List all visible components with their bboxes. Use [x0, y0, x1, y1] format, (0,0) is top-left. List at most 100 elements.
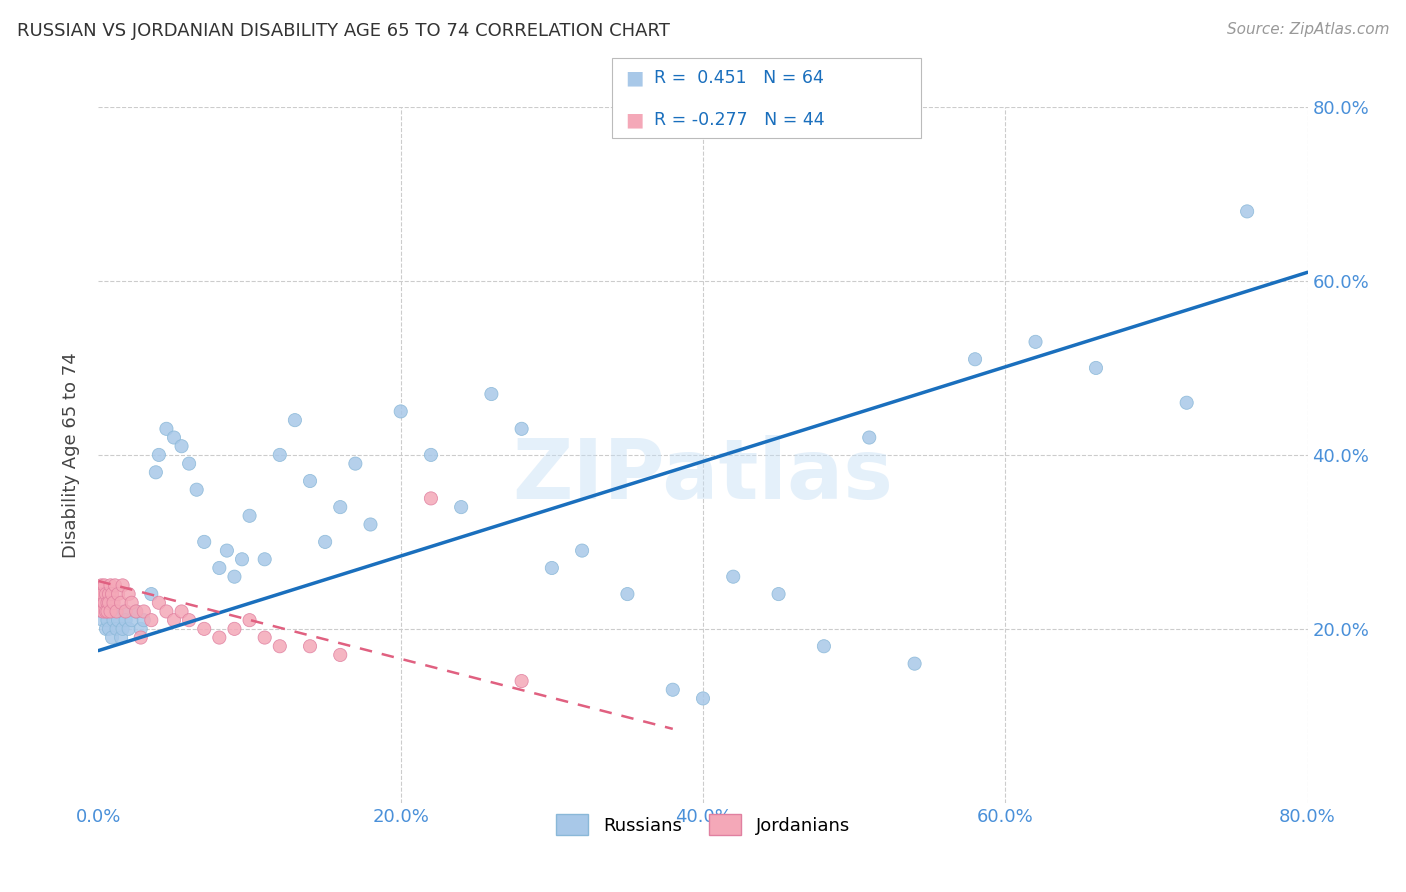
Point: [98, 622, 121, 636]
Point: [1175, 395, 1198, 409]
Point: [118, 622, 141, 636]
Point: [314, 534, 336, 549]
Point: [145, 466, 167, 480]
Point: [89, 587, 111, 601]
Point: [125, 605, 148, 619]
Point: [299, 474, 322, 488]
Point: [89, 591, 111, 606]
Point: [253, 631, 276, 645]
Text: ■: ■: [626, 111, 644, 130]
Point: [118, 587, 141, 601]
Point: [105, 622, 128, 636]
Point: [90, 596, 112, 610]
Point: [114, 613, 136, 627]
Legend: Russians, Jordanians: Russians, Jordanians: [548, 807, 858, 842]
Text: ■: ■: [626, 68, 644, 87]
Point: [360, 517, 382, 532]
Point: [215, 543, 238, 558]
Point: [141, 587, 163, 601]
Point: [132, 605, 155, 619]
Text: Source: ZipAtlas.com: Source: ZipAtlas.com: [1226, 22, 1389, 37]
Point: [170, 605, 193, 619]
Point: [110, 631, 132, 645]
Point: [101, 631, 124, 645]
Point: [91, 587, 114, 601]
Point: [170, 439, 193, 453]
Point: [93, 596, 115, 610]
Point: [93, 578, 115, 592]
Point: [163, 613, 186, 627]
Point: [723, 570, 745, 584]
Point: [420, 491, 443, 506]
Point: [510, 674, 533, 689]
Point: [111, 622, 134, 636]
Point: [269, 448, 291, 462]
Point: [141, 613, 163, 627]
Point: [129, 631, 152, 645]
Point: [269, 639, 291, 653]
Point: [329, 500, 352, 514]
Point: [965, 352, 987, 367]
Point: [692, 691, 714, 706]
Point: [224, 570, 246, 584]
Point: [208, 561, 231, 575]
Point: [1085, 360, 1108, 375]
Point: [96, 613, 118, 627]
Point: [94, 605, 117, 619]
Point: [193, 622, 215, 636]
Point: [231, 552, 253, 566]
Point: [299, 639, 322, 653]
Point: [224, 622, 246, 636]
Point: [208, 631, 231, 645]
Point: [107, 587, 129, 601]
Point: [186, 483, 208, 497]
Point: [93, 596, 115, 610]
Point: [96, 605, 118, 619]
Point: [103, 613, 125, 627]
Point: [103, 596, 125, 610]
Point: [239, 613, 262, 627]
Point: [96, 596, 118, 610]
Point: [91, 605, 114, 619]
Point: [101, 587, 124, 601]
Point: [111, 578, 134, 592]
Point: [90, 578, 112, 592]
Point: [344, 457, 367, 471]
Point: [389, 404, 412, 418]
Point: [179, 457, 201, 471]
Point: [100, 578, 122, 592]
Point: [90, 605, 112, 619]
Point: [253, 552, 276, 566]
Point: [104, 578, 127, 592]
Text: ZIPatlas: ZIPatlas: [513, 435, 893, 516]
Point: [813, 639, 835, 653]
Point: [91, 613, 114, 627]
Point: [148, 596, 170, 610]
Point: [1236, 204, 1258, 219]
Point: [125, 605, 148, 619]
Point: [94, 605, 117, 619]
Point: [155, 605, 177, 619]
Point: [420, 448, 443, 462]
Point: [129, 622, 152, 636]
Point: [616, 587, 638, 601]
Point: [98, 587, 121, 601]
Point: [94, 622, 117, 636]
Point: [163, 430, 186, 444]
Point: [179, 613, 201, 627]
Text: RUSSIAN VS JORDANIAN DISABILITY AGE 65 TO 74 CORRELATION CHART: RUSSIAN VS JORDANIAN DISABILITY AGE 65 T…: [17, 22, 669, 40]
Point: [661, 682, 683, 697]
Point: [768, 587, 790, 601]
Y-axis label: Disability Age 65 to 74: Disability Age 65 to 74: [62, 352, 80, 558]
Point: [98, 596, 121, 610]
Text: R = -0.277   N = 44: R = -0.277 N = 44: [654, 112, 824, 129]
Point: [107, 613, 129, 627]
Point: [104, 605, 127, 619]
Point: [121, 613, 143, 627]
Text: R =  0.451   N = 64: R = 0.451 N = 64: [654, 69, 824, 87]
Point: [132, 613, 155, 627]
Point: [94, 587, 117, 601]
Point: [510, 422, 533, 436]
Point: [155, 422, 177, 436]
Point: [114, 605, 136, 619]
